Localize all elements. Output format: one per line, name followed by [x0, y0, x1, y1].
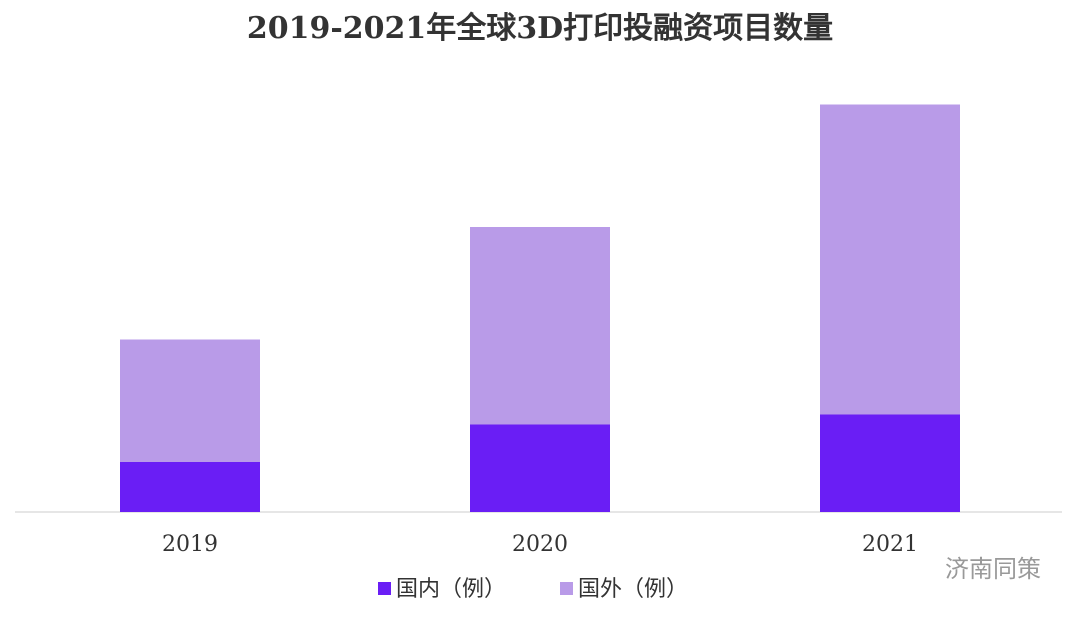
legend-label: 国外（例） [578, 577, 688, 602]
bar-segment [470, 424, 610, 512]
x-tick-label: 2020 [512, 532, 568, 557]
bar-segment [120, 339, 260, 462]
legend-swatch [560, 582, 573, 595]
x-tick-label: 2021 [862, 532, 918, 557]
bar-segment [820, 104, 960, 415]
bar-segment [120, 462, 260, 512]
chart-title: 2019-2021年全球3D打印投融资项目数量 [247, 11, 833, 46]
legend-swatch [378, 582, 391, 595]
legend-label: 国内（例） [396, 577, 506, 602]
bar-segment [470, 227, 610, 425]
watermark: 济南同策 [945, 555, 1041, 583]
x-tick-label: 2019 [162, 532, 218, 557]
bar-segment [820, 414, 960, 512]
